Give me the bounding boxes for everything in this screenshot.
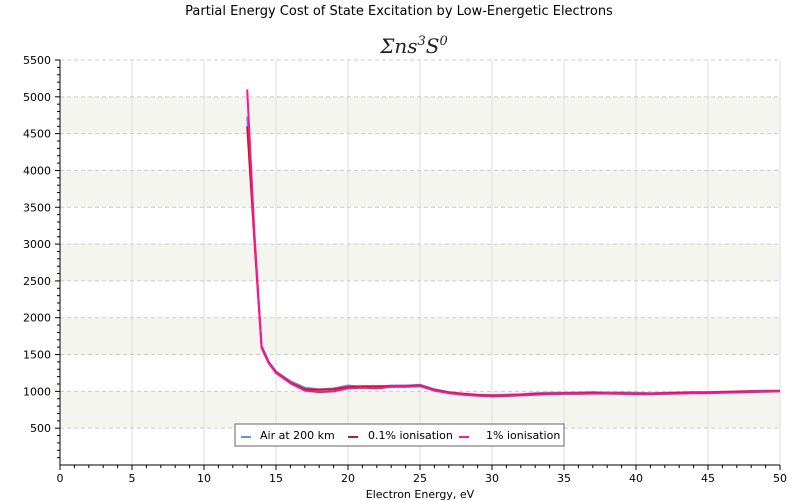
subtitle-base1: Σns [379, 34, 417, 58]
y-tick-label: 2000 [23, 312, 51, 325]
y-tick-label: 1000 [23, 385, 51, 398]
legend-label: 1% ionisation [486, 429, 560, 442]
x-tick-label: 45 [701, 472, 715, 485]
x-tick-label: 5 [129, 472, 136, 485]
chart-title: Partial Energy Cost of State Excitation … [185, 4, 613, 19]
chart-subtitle: Σns3S0 [379, 34, 448, 58]
y-tick-label: 3500 [23, 201, 51, 214]
series-line-2 [246, 89, 781, 398]
subtitle-sup1: 3 [418, 34, 426, 49]
x-tick-label: 30 [485, 472, 499, 485]
y-tick-label: 2500 [23, 275, 51, 288]
subtitle-sup2: 0 [440, 34, 448, 49]
x-tick-label: 20 [341, 472, 355, 485]
x-tick-label: 15 [269, 472, 283, 485]
y-tick-label: 500 [30, 422, 51, 435]
series-lines [246, 89, 781, 398]
y-ticks: 500 1000 1500 2000 2500 3000 3500 4000 4500 5000 5… [23, 54, 60, 459]
y-tick-label: 5000 [23, 91, 51, 104]
y-tick-label: 5500 [23, 54, 51, 67]
legend: Air at 200 km 0.1% ionisation 1% ionisatio… [234, 423, 565, 447]
y-tick-label: 1500 [23, 349, 51, 362]
x-axis-label: Electron Energy, eV [366, 488, 475, 500]
x-tick-label: 50 [773, 472, 787, 485]
legend-label: 0.1% ionisation [368, 429, 453, 442]
x-tick-label: 40 [629, 472, 643, 485]
legend-box [234, 423, 565, 447]
y-tick-label: 3000 [23, 238, 51, 251]
legend-label: Air at 200 km [260, 429, 335, 442]
y-tick-label: 4000 [23, 164, 51, 177]
x-tick-label: 0 [57, 472, 64, 485]
grid-lines [60, 59, 781, 465]
subtitle-base2: S [426, 34, 440, 58]
x-tick-label: 25 [413, 472, 427, 485]
x-tick-label: 10 [197, 472, 211, 485]
x-tick-label: 35 [557, 472, 571, 485]
y-tick-label: 4500 [23, 128, 51, 141]
x-ticks: 0 5 10 15 20 25 30 35 40 45 50 [57, 465, 787, 485]
